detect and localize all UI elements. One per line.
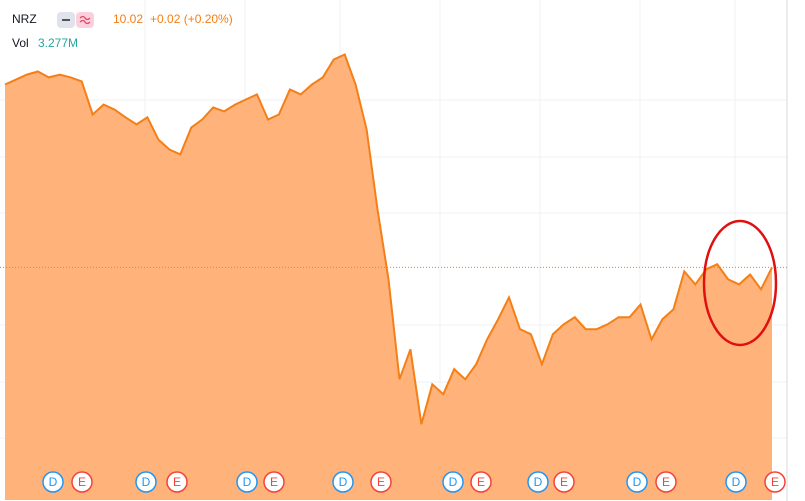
- event-marker[interactable]: E: [655, 471, 677, 493]
- price-change: +0.02 (+0.20%): [150, 12, 233, 26]
- event-marker[interactable]: D: [42, 471, 64, 493]
- event-badge: [626, 471, 648, 493]
- event-marker[interactable]: D: [135, 471, 157, 493]
- volume-label: Vol: [12, 36, 29, 50]
- event-label: D: [243, 475, 252, 489]
- event-label: D: [339, 475, 348, 489]
- event-label: E: [173, 475, 181, 489]
- event-badge: [655, 471, 677, 493]
- area-fill: [5, 54, 772, 500]
- event-marker[interactable]: D: [725, 471, 747, 493]
- highlight-circle: [702, 219, 778, 347]
- event-label: E: [270, 475, 278, 489]
- event-label: E: [662, 475, 670, 489]
- compare-icon[interactable]: [76, 12, 94, 28]
- event-badge: [332, 471, 354, 493]
- event-marker[interactable]: D: [527, 471, 549, 493]
- event-badge: [553, 471, 575, 493]
- event-label: D: [449, 475, 458, 489]
- event-label: E: [771, 475, 779, 489]
- event-marker[interactable]: D: [332, 471, 354, 493]
- price-line: [4, 53, 773, 425]
- event-label: D: [49, 475, 58, 489]
- event-marker[interactable]: E: [166, 471, 188, 493]
- event-marker[interactable]: E: [263, 471, 285, 493]
- event-label: D: [142, 475, 151, 489]
- event-marker[interactable]: E: [764, 471, 786, 493]
- event-badge: [725, 471, 747, 493]
- event-marker[interactable]: E: [470, 471, 492, 493]
- event-marker[interactable]: D: [236, 471, 258, 493]
- event-badge: [166, 471, 188, 493]
- event-marker[interactable]: D: [442, 471, 464, 493]
- event-label: D: [633, 475, 642, 489]
- event-badge: [370, 471, 392, 493]
- event-label: D: [732, 475, 741, 489]
- event-badge: [263, 471, 285, 493]
- event-label: E: [560, 475, 568, 489]
- event-label: E: [477, 475, 485, 489]
- event-badge: [236, 471, 258, 493]
- event-marker[interactable]: E: [71, 471, 93, 493]
- event-badge: [527, 471, 549, 493]
- event-label: E: [377, 475, 385, 489]
- event-label: E: [78, 475, 86, 489]
- event-badge: [470, 471, 492, 493]
- legend: NRZ 10.02 +0.02 (+0.20%) Vol 3.277M: [12, 12, 233, 50]
- event-badge: [764, 471, 786, 493]
- event-badge: [442, 471, 464, 493]
- event-badge: [135, 471, 157, 493]
- symbol: NRZ: [12, 12, 37, 26]
- event-marker[interactable]: E: [553, 471, 575, 493]
- event-badge: [42, 471, 64, 493]
- compare-glyph: [79, 15, 91, 25]
- event-badge: [71, 471, 93, 493]
- event-marker[interactable]: D: [626, 471, 648, 493]
- event-label: D: [534, 475, 543, 489]
- event-marker[interactable]: E: [370, 471, 392, 493]
- volume-value: 3.277M: [38, 36, 78, 50]
- price: 10.02: [113, 12, 143, 26]
